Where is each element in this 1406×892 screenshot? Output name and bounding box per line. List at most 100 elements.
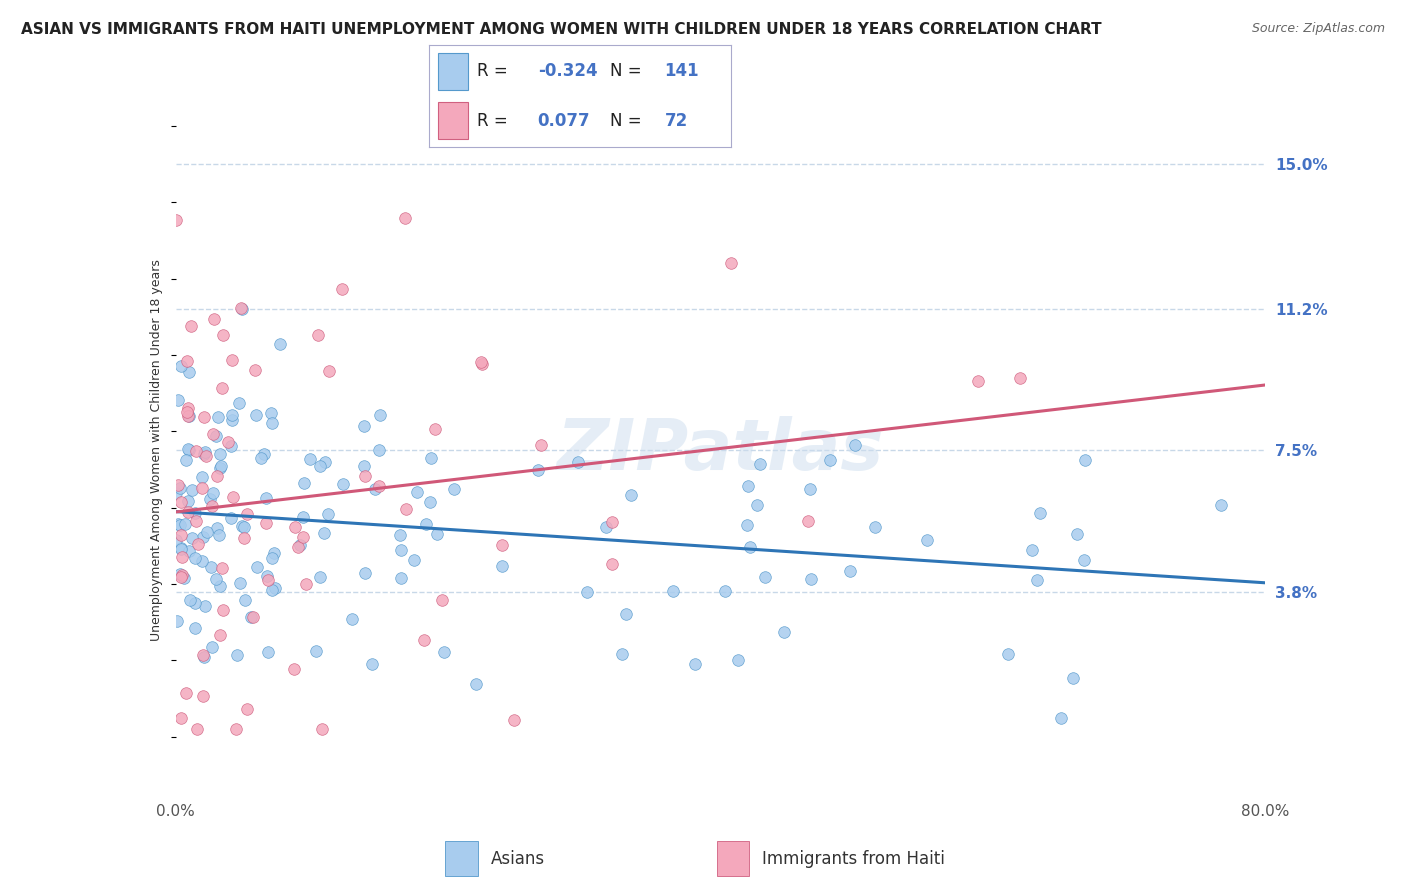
Point [443,482,465,496]
Point [595,520,617,534]
Point [311,722,333,736]
Point [217,434,239,449]
Point [838,564,860,578]
Point [389,542,412,557]
Point [231,519,253,533]
Y-axis label: Unemployment Among Women with Children Under 18 years: Unemployment Among Women with Children U… [149,260,163,641]
Point [190,554,212,568]
Point [1073,553,1095,567]
Point [191,481,214,495]
Point [353,566,375,581]
Point [257,644,280,658]
Text: ASIAN VS IMMIGRANTS FROM HAITI UNEMPLOYMENT AMONG WOMEN WITH CHILDREN UNDER 18 Y: ASIAN VS IMMIGRANTS FROM HAITI UNEMPLOYM… [21,22,1102,37]
Point [245,408,267,422]
Point [1073,453,1095,467]
Point [221,413,243,427]
Point [174,516,197,531]
Point [194,599,217,614]
Point [254,516,277,531]
Point [967,374,990,388]
Point [170,359,193,374]
Point [211,381,233,395]
Point [470,355,492,369]
Point [863,520,886,534]
Point [318,364,340,378]
Point [260,406,283,420]
Point [471,357,494,371]
Point [363,483,385,497]
Point [180,318,202,333]
Point [221,409,243,423]
Point [662,583,685,598]
Point [212,603,235,617]
Point [170,569,193,583]
Point [1066,526,1088,541]
Point [330,282,353,296]
Point [394,211,416,225]
Point [464,677,486,691]
Point [262,583,284,598]
Point [209,627,232,641]
Point [167,516,190,531]
Text: Source: ZipAtlas.com: Source: ZipAtlas.com [1251,22,1385,36]
Point [749,457,772,471]
Point [740,541,762,555]
Point [527,463,550,477]
Point [773,624,796,639]
Point [1050,710,1073,724]
Point [198,491,221,506]
Point [193,447,215,461]
Point [620,488,643,502]
Point [184,621,207,635]
Point [170,528,193,542]
Point [263,546,285,560]
Point [211,561,233,575]
Point [209,579,232,593]
Point [170,711,193,725]
Point [165,485,187,500]
Point [186,722,208,736]
Point [177,442,200,457]
Point [316,507,339,521]
Point [844,437,866,451]
Point [353,459,375,474]
Point [412,633,434,648]
Point [186,515,208,529]
Text: R =: R = [477,62,513,80]
Point [187,537,209,551]
Point [212,328,235,343]
Point [308,570,330,584]
Point [727,652,749,666]
Point [256,569,278,583]
Point [233,520,256,534]
Point [176,686,198,700]
Point [181,483,204,497]
Point [367,443,389,458]
Point [184,596,207,610]
Point [233,531,256,545]
Point [503,713,526,727]
Point [269,336,291,351]
Point [314,455,336,469]
Point [201,486,224,500]
Point [332,477,354,491]
Text: N =: N = [610,112,647,129]
Point [167,478,190,492]
Point [190,470,212,484]
Point [221,353,243,368]
Point [200,560,222,574]
Point [169,566,191,581]
Point [176,404,198,418]
Point [284,520,307,534]
Point [1025,573,1047,587]
Text: N =: N = [610,62,647,80]
Text: 141: 141 [665,62,699,80]
Point [229,575,252,590]
Point [246,559,269,574]
Point [205,429,228,443]
Point [229,301,252,315]
Point [1008,371,1031,385]
Point [183,506,205,520]
Point [225,722,247,736]
Point [250,450,273,465]
